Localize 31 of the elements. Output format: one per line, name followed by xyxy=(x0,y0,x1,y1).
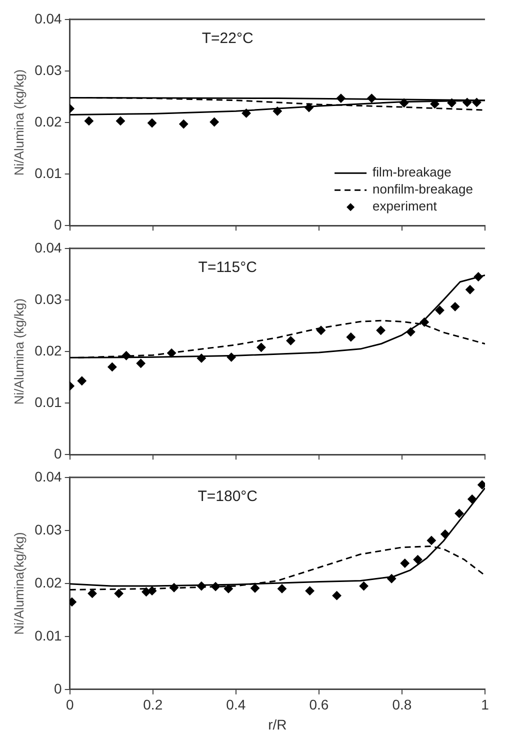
y-tick-label: 0.01 xyxy=(34,627,62,644)
x-tick-label: 0 xyxy=(66,696,74,713)
y-axis-title: Ni/Alumina (kg/kg) xyxy=(11,298,26,405)
x-tick-label: 0.2 xyxy=(143,696,163,713)
legend-label: experiment xyxy=(372,198,438,214)
y-tick-label: 0 xyxy=(54,216,62,232)
legend-label: film-breakage xyxy=(372,164,452,180)
y-tick-label: 0.02 xyxy=(34,574,62,590)
y-tick-label: 0.02 xyxy=(34,113,62,130)
annotation: T=180°C xyxy=(198,488,258,506)
y-tick-label: 0.04 xyxy=(34,10,62,26)
y-tick-label: 0.03 xyxy=(34,521,62,538)
x-tick-label: 1 xyxy=(481,696,490,713)
x-tick-label: 0.4 xyxy=(226,696,246,713)
y-tick-label: 0.04 xyxy=(34,468,62,484)
y-tick-label: 0.01 xyxy=(34,164,62,181)
y-tick-label: 0.03 xyxy=(34,290,62,307)
y-tick-label: 0.02 xyxy=(34,342,62,358)
x-tick-label: 0.8 xyxy=(392,696,412,713)
legend-label: nonfilm-breakage xyxy=(372,182,474,197)
x-tick-label: 0.6 xyxy=(309,696,329,713)
annotation: T=22°C xyxy=(202,30,254,48)
y-tick-label: 0 xyxy=(54,680,62,696)
y-tick-label: 0.03 xyxy=(34,62,62,78)
x-axis-title: r/R xyxy=(268,716,287,732)
y-tick-label: 0.01 xyxy=(34,394,62,410)
y-tick-label: 0.04 xyxy=(34,239,62,256)
y-axis-title: Ni/Alumina (kg/kg) xyxy=(11,69,26,176)
y-axis-title: Ni/Alumina(kg/kg) xyxy=(11,532,26,635)
annotation: T=115°C xyxy=(198,259,258,276)
y-tick-label: 0 xyxy=(54,445,62,462)
